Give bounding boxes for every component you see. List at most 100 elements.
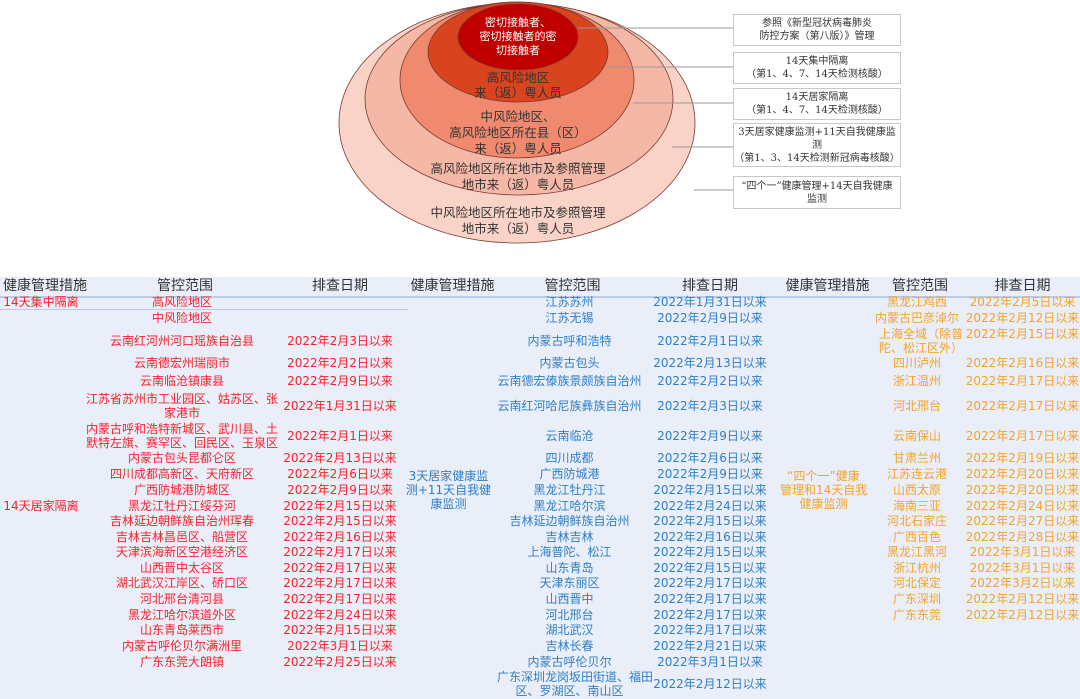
risk-level-label: 密切接触者、 [485,15,551,29]
risk-level-label: 中风险地区、 [480,109,555,124]
scope-cell: 广东东莞大朗镇 [139,655,224,669]
scope-cell: 广东深圳 [892,592,941,606]
measure-label: 3天居家健康监 测+11天自我健 康监测 [405,469,492,511]
scope-cell: 江苏苏州 [545,295,594,309]
scope-cell: 中风险地区 [151,311,212,325]
scope-cell: 山西晋中太谷区 [139,561,224,575]
scope-cell: 云南保山 [892,429,941,443]
row-divider [400,309,408,310]
scope-cell: 吉林延边朝鲜族自治州珲春 [109,514,254,528]
date-cell: 2022年3月2日以来 [969,576,1076,590]
date-cell: 2022年2月17日以来 [965,399,1080,413]
date-cell: 2022年2月16日以来 [965,356,1080,370]
date-cell: 2022年2月15日以来 [283,499,397,513]
scope-cell: 内蒙古呼和浩特 [527,334,612,348]
scope-cell: 黑龙江哈尔滨 [533,499,606,513]
date-cell: 2022年2月20日以来 [965,467,1080,481]
risk-level-ellipse-1 [457,3,579,71]
risk-level-label: 密切接触者的密 [480,29,557,43]
date-cell: 2022年2月27日以来 [965,514,1080,528]
risk-level-label: 中风险地区所在地市及参照管理 [430,205,606,220]
date-cell: 2022年2月17日以来 [965,429,1080,443]
date-cell: 2022年2月15日以来 [283,514,397,528]
scope-cell: 天津东丽区 [539,576,600,590]
date-cell: 2022年3月1日以来 [969,561,1076,575]
scope-cell: 甘肃兰州 [892,451,941,465]
date-cell: 2022年2月17日以来 [653,623,767,637]
scope-cell: 天津滨海新区空港经济区 [115,545,248,559]
health-management-tables: 健康管理措施 管控范围 排查日期 14天集中隔离 14天居家隔离 高风险地区 中风险地区 云南… [0,277,1080,699]
date-cell: 2022年2月13日以来 [653,356,767,370]
date-cell: 2022年2月12日以来 [653,677,767,691]
date-cell: 2022年2月12日以来 [965,592,1080,606]
risk-level-diagram: 密切接触者、密切接触者的密切接触者高风险地区来（返）粤人员中风险地区、高风险地区… [338,1,733,244]
date-cell: 2022年1月31日以来 [283,399,397,413]
date-cell: 2022年2月17日以来 [653,608,767,622]
header-divider [780,296,1080,298]
date-cell: 2022年2月9日以来 [657,467,763,481]
scope-cell: 黑龙江鸡西 [886,295,947,309]
risk-level-label: 高风险地区 [487,70,550,85]
row-divider [0,309,400,310]
scope-cell: 湖北武汉 [545,623,594,637]
scope-cell: 黑龙江哈尔滨道外区 [127,608,236,622]
date-cell: 2022年2月17日以来 [283,561,397,575]
date-cell: 2022年2月15日以来 [653,561,767,575]
scope-cell: 浙江杭州 [892,561,941,575]
date-cell: 2022年2月15日以来 [653,483,767,497]
date-cell: 2022年2月16日以来 [653,530,767,544]
date-cell: 2022年2月24日以来 [283,608,397,622]
measure-box: 14天居家隔离 （第1、4、7、14天检测核酸） [733,88,901,120]
scope-cell: 山东青岛莱西市 [139,623,224,637]
risk-level-label: 地市来（返）粤人员 [462,221,575,236]
date-cell: 2022年2月3日以来 [657,399,763,413]
date-cell: 2022年2月13日以来 [283,451,397,465]
date-cell: 2022年2月25日以来 [283,655,397,669]
measure-box: 14天集中隔离 （第1、4、7、14天检测核酸） [733,52,901,84]
header-date: 排查日期 [994,278,1051,294]
date-cell: 2022年2月3日以来 [287,334,393,348]
date-cell: 2022年2月12日以来 [965,608,1080,622]
scope-cell: 广东东莞 [892,608,941,622]
risk-level-label: 地市来（返）粤人员 [462,177,575,192]
scope-cell: 江苏无锡 [545,311,594,325]
header-divider [0,296,400,298]
scope-cell: 内蒙古巴彦淖尔 [874,311,959,325]
date-cell: 2022年2月6日以来 [657,451,763,465]
header-divider [400,296,780,298]
date-cell: 2022年2月15日以来 [653,514,767,528]
scope-cell: 广西防城港 [539,467,600,481]
header-scope: 管控范围 [157,278,213,294]
risk-level-label: 来（返）粤人员 [474,141,562,156]
scope-cell: 黑龙江黑河 [886,545,947,559]
scope-cell: 内蒙古包头昆都仑区 [127,451,236,465]
measure-box: 3天居家健康监测+11天自我健康监测 （第1、3、14天检测新冠病毒核酸） [733,123,901,167]
date-cell: 2022年2月16日以来 [283,530,397,544]
date-cell: 2022年2月1日以来 [287,429,393,443]
date-cell: 2022年2月15日以来 [965,327,1080,341]
scope-cell: 广西百色 [892,530,941,544]
date-cell: 2022年2月17日以来 [653,592,767,606]
date-cell: 2022年2月17日以来 [283,545,397,559]
scope-cell: 云南德宏傣族景颇族自治州 [497,374,642,388]
scope-cell: 吉林延边朝鲜族自治州 [509,514,630,528]
scope-cell: 内蒙古呼和浩特新城区、武川县、土 默特左旗、赛罕区、回民区、玉泉区 [85,422,278,450]
scope-cell: 河北邢台 [545,608,594,622]
scope-cell: 上海全域（除普 陀、松江区外） [879,327,964,355]
scope-cell: 四川成都 [545,451,594,465]
date-cell: 2022年2月6日以来 [287,467,393,481]
date-cell: 2022年2月2日以来 [287,356,393,370]
header-scope: 管控范围 [544,278,601,294]
scope-cell: 上海普陀、松江 [527,545,612,559]
scope-cell: 吉林长春 [545,639,594,653]
header-measure: 健康管理措施 [785,278,870,294]
date-cell: 2022年3月1日以来 [287,639,393,653]
date-cell: 2022年2月20日以来 [965,483,1080,497]
header-date: 排查日期 [312,278,368,294]
date-cell: 2022年2月15日以来 [283,623,397,637]
date-cell: 2022年2月9日以来 [657,429,763,443]
scope-cell: 内蒙古呼伦贝尔 [527,655,612,669]
scope-cell: 山西太原 [892,483,941,497]
scope-cell: 内蒙古呼伦贝尔满洲里 [121,639,242,653]
scope-cell: 四川泸州 [892,356,941,370]
